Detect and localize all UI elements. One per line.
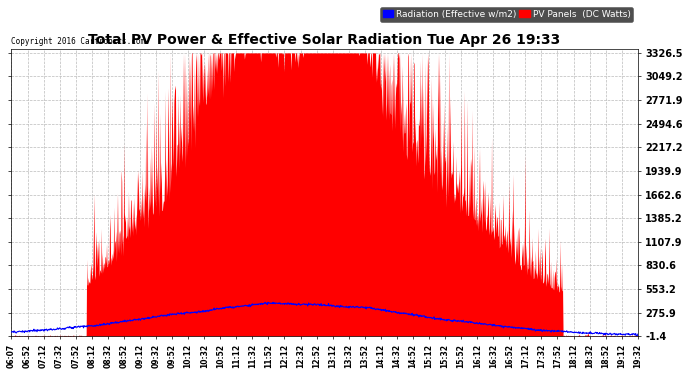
Legend: Radiation (Effective w/m2), PV Panels  (DC Watts): Radiation (Effective w/m2), PV Panels (D… (380, 7, 633, 21)
Text: Copyright 2016 Cartronics.com: Copyright 2016 Cartronics.com (12, 37, 146, 46)
Title: Total PV Power & Effective Solar Radiation Tue Apr 26 19:33: Total PV Power & Effective Solar Radiati… (88, 33, 561, 48)
